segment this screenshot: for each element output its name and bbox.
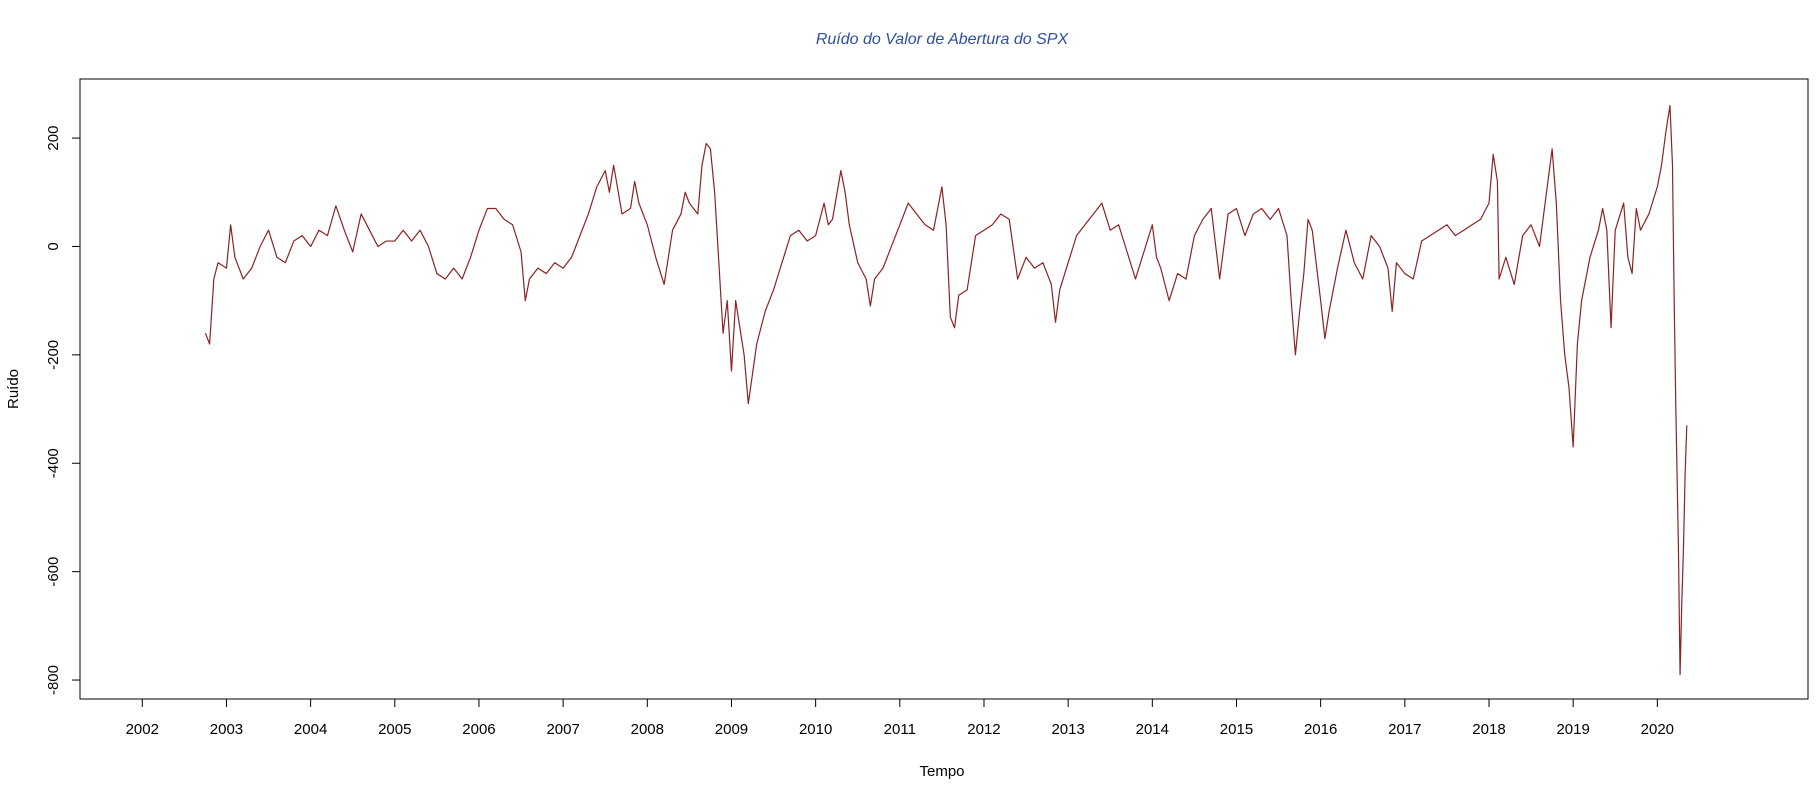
y-axis-label: Ruído [5,369,22,409]
x-tick-label: 2019 [1556,721,1589,738]
x-tick-label: 2006 [462,721,495,738]
y-tick-label: -200 [45,340,62,370]
x-tick-label: 2016 [1304,721,1337,738]
x-tick-label: 2005 [378,721,411,738]
x-tick-label: 2008 [631,721,664,738]
x-tick-label: 2018 [1472,721,1505,738]
y-tick-label: -600 [45,557,62,587]
y-tick-label: 200 [45,126,62,151]
data-line [204,104,1688,676]
x-tick-label: 2013 [1051,721,1084,738]
x-tick-label: 2015 [1220,721,1253,738]
x-tick-label: 2003 [210,721,243,738]
y-tick-label: -800 [45,665,62,695]
x-tick-label: 2004 [294,721,327,738]
x-tick-label: 2020 [1641,721,1674,738]
y-tick-label: -400 [45,448,62,478]
x-tick-label: 2014 [1136,721,1169,738]
x-axis-label: Tempo [919,763,964,780]
x-tick-label: 2012 [967,721,1000,738]
x-tick-label: 2010 [799,721,832,738]
plot-frame [79,78,1809,700]
chart-title: Ruído do Valor de Abertura do SPX [816,31,1070,48]
x-tick-label: 2011 [884,721,916,738]
x-tick-label: 2002 [126,721,159,738]
x-tick-label: 2017 [1388,721,1421,738]
x-tick-label: 2007 [546,721,579,738]
x-tick-label: 2009 [715,721,748,738]
y-tick-label: 0 [45,242,62,250]
